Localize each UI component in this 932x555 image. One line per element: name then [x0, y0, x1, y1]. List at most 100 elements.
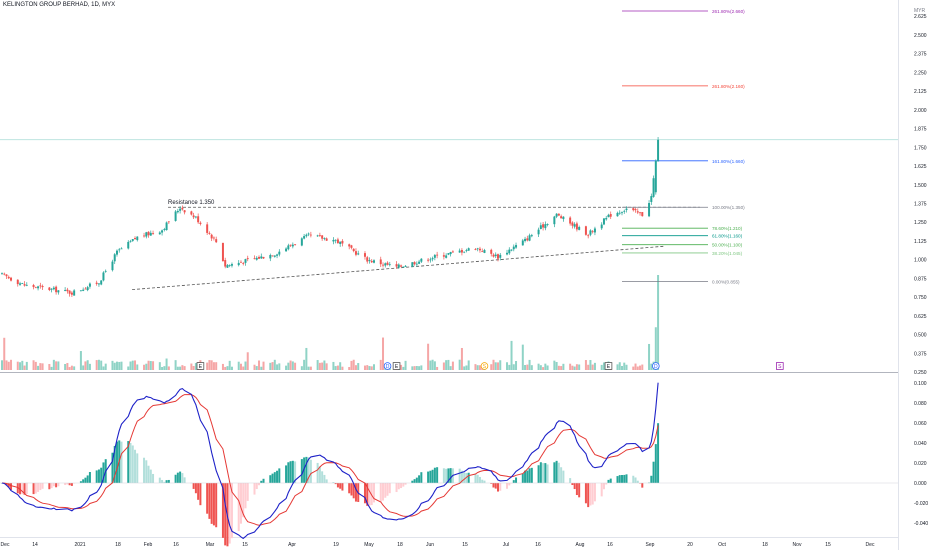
volume-bar [420, 365, 423, 370]
candle-body [147, 231, 150, 236]
event-label: E [395, 364, 399, 370]
macd-tick-label: 0.100 [914, 381, 927, 387]
candle-body [221, 242, 224, 262]
candle-body [41, 286, 44, 288]
candle-body [368, 260, 371, 262]
macd-histogram-bar [348, 483, 351, 494]
candle-body [64, 289, 67, 291]
candle-body [48, 287, 51, 291]
volume-bar [262, 361, 265, 370]
candle-body [530, 235, 533, 237]
macd-histogram-bar [537, 465, 540, 483]
volume-bar [557, 365, 560, 370]
volume-bar [467, 360, 470, 370]
volume-bar [309, 366, 312, 370]
volume-bar [269, 362, 272, 370]
macd-histogram-bar [555, 460, 558, 483]
volume-bar [445, 360, 448, 370]
candle-body [605, 217, 608, 220]
macd-histogram-bar [609, 478, 612, 483]
candle-body [55, 286, 58, 293]
candle-body [569, 217, 572, 224]
macd-histogram-bar [276, 470, 279, 483]
candle-body [609, 214, 612, 217]
volume-bar [436, 366, 439, 370]
candle-body [537, 229, 540, 235]
macd-histogram-bar [55, 483, 58, 488]
volume-bar [584, 360, 587, 370]
macd-histogram-bar [262, 478, 265, 483]
macd-histogram-bar [497, 483, 499, 492]
volume-bar [271, 362, 274, 370]
candle-body [210, 234, 213, 239]
price-tick-label: 1.750 [914, 145, 927, 151]
volume-bar [143, 364, 146, 370]
macd-histogram-bar [289, 461, 292, 483]
macd-histogram-bar [253, 483, 256, 495]
volume-bar [147, 360, 150, 370]
macd-histogram-bar [587, 483, 590, 508]
candle-body [652, 178, 655, 197]
macd-tick-label: 0.060 [914, 421, 927, 427]
macd-histogram-bar [634, 477, 637, 483]
candle-body [199, 222, 202, 225]
volume-bar [113, 362, 116, 370]
macd-histogram-bar [228, 483, 231, 544]
candle-body [208, 232, 211, 234]
candle-body [3, 273, 6, 275]
price-tick-label: 0.625 [914, 314, 927, 320]
macd-histogram-bar [34, 483, 37, 494]
macd-histogram-bar [400, 483, 403, 489]
candle-body [50, 288, 53, 290]
time-tick-label: 16 [607, 542, 613, 548]
candle-body [632, 208, 635, 211]
candle-body [100, 280, 103, 285]
candle-body [639, 212, 642, 214]
candle-body [600, 224, 603, 229]
candle-body [228, 264, 231, 266]
volume-bar [212, 362, 215, 370]
volume-bar [334, 366, 337, 370]
volume-bar [95, 360, 98, 370]
candle-body [179, 208, 182, 211]
candle-body [332, 239, 335, 242]
macd-histogram-bar [84, 477, 87, 483]
volume-bar [497, 362, 499, 370]
volume-bar [526, 364, 529, 370]
volume-bar [429, 360, 432, 370]
volume-bar [52, 359, 55, 370]
candle-body [334, 239, 337, 241]
candle-body [363, 253, 366, 257]
volume-bar [190, 363, 193, 370]
macd-histogram-bar [593, 483, 596, 502]
time-tick-label: 15 [462, 542, 468, 548]
candle-body [506, 252, 509, 255]
candle-body [528, 235, 531, 241]
candle-body [68, 290, 71, 294]
price-tick-label: 1.000 [914, 258, 927, 264]
macd-histogram-bar [230, 483, 233, 539]
candle-body [418, 261, 421, 264]
price-tick-label: 0.250 [914, 370, 927, 376]
volume-bar [553, 360, 556, 370]
volume-bar [115, 361, 118, 370]
candle-body [460, 249, 463, 253]
candle-body [52, 287, 55, 290]
volume-bar [413, 366, 416, 370]
volume-bar [111, 360, 114, 370]
candle-body [557, 213, 560, 216]
candle-body [37, 286, 40, 289]
volume-bar [194, 363, 197, 370]
volume-bar [625, 364, 628, 370]
candle-body [242, 263, 245, 264]
candle-body [303, 236, 306, 239]
macd-histogram-bar [650, 475, 653, 483]
event-label: E [199, 364, 203, 370]
volume-bar [134, 360, 137, 370]
macd-histogram-bar [431, 469, 434, 483]
volume-bar [575, 364, 578, 370]
macd-histogram-bar [32, 483, 35, 495]
volume-bar [524, 365, 527, 370]
volume-bar [55, 361, 58, 370]
